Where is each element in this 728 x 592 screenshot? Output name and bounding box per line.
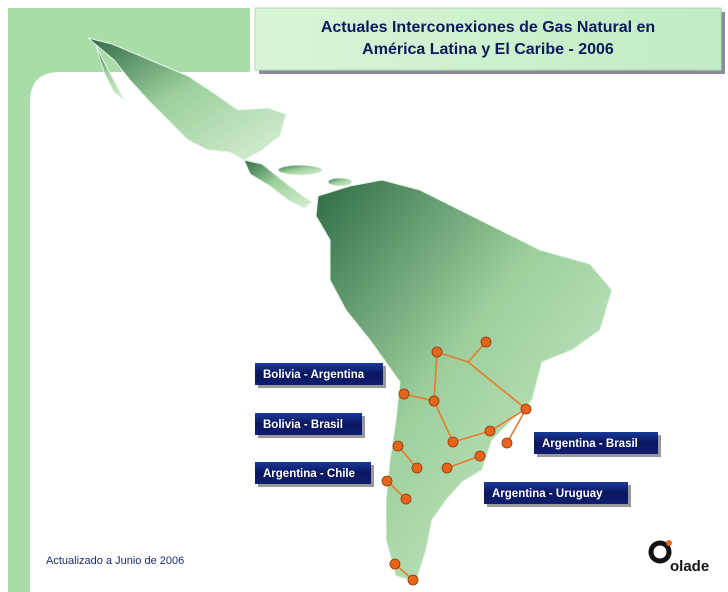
pipeline — [446, 455, 481, 469]
island — [327, 177, 353, 187]
node — [441, 462, 453, 474]
node — [389, 558, 401, 570]
node — [428, 395, 440, 407]
node — [407, 574, 419, 586]
title-background — [254, 7, 722, 71]
node — [400, 493, 412, 505]
node — [474, 450, 486, 462]
frame — [8, 8, 250, 592]
node — [411, 462, 423, 474]
pipeline — [433, 400, 527, 443]
label-box — [255, 413, 362, 435]
node — [520, 403, 532, 415]
logo-ring — [648, 540, 672, 564]
node — [447, 436, 459, 448]
node — [381, 475, 393, 487]
label-box — [255, 363, 383, 385]
node — [392, 440, 404, 452]
island — [277, 164, 323, 176]
logo-text: olade — [670, 558, 709, 575]
connection-label: Bolivia - Argentina — [263, 369, 365, 381]
connection-label: Argentina - Uruguay — [492, 488, 603, 500]
logo-dot — [666, 540, 672, 546]
label-box — [255, 462, 371, 484]
title-box: Actuales Interconexiones de Gas Natural … — [254, 7, 725, 74]
central-america — [243, 159, 313, 209]
node — [501, 437, 513, 449]
connection-label: Bolivia - Brasil — [263, 419, 343, 431]
connection-label: Argentina - Chile — [263, 468, 355, 480]
logo: olade — [648, 540, 709, 575]
title-line: América Latina y El Caribe - 2006 — [362, 41, 614, 58]
labels: Bolivia - Argentina Bolivia - Brasil Arg… — [255, 363, 661, 507]
mexico — [87, 37, 287, 161]
node — [480, 336, 492, 348]
title-line: Actuales Interconexiones de Gas Natural … — [321, 19, 655, 36]
node — [431, 346, 443, 358]
label-box — [484, 482, 628, 504]
footer-note: Actualizado a Junio de 2006 — [46, 555, 184, 567]
connection-label: Argentina - Brasil — [542, 438, 638, 450]
baja-california — [95, 45, 125, 101]
label-box — [534, 432, 658, 454]
nodes — [381, 336, 532, 586]
node — [484, 425, 496, 437]
node — [398, 388, 410, 400]
